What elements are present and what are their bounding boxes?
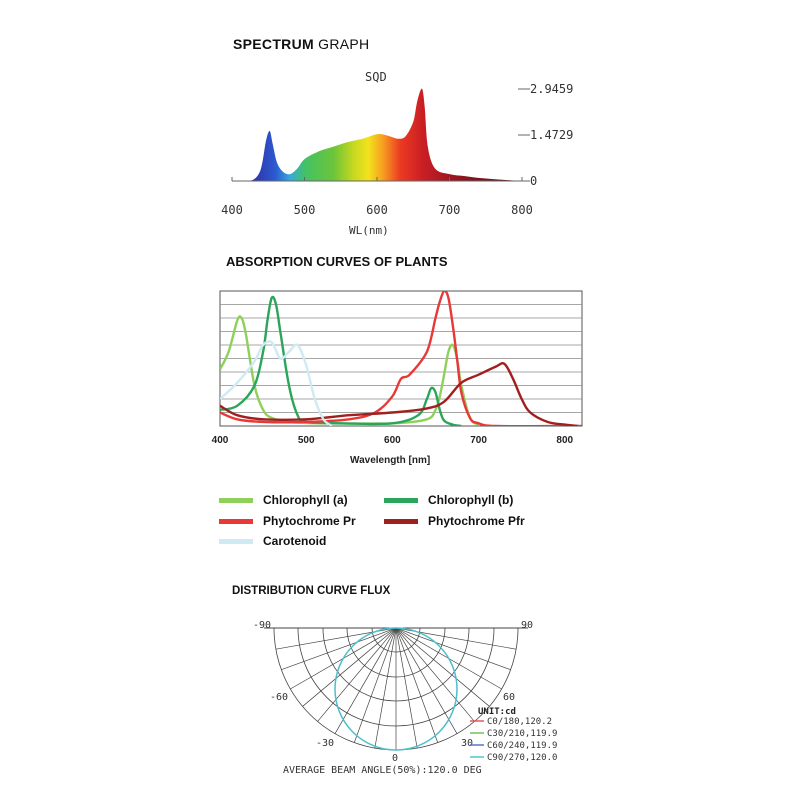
- polar-legend-label: C60/240,119.9: [487, 741, 557, 751]
- absorption-series-line: [220, 291, 582, 426]
- polar-grid-spoke: [302, 627, 397, 707]
- legend-label: Phytochrome Pfr: [428, 514, 525, 528]
- polar-grid-spoke: [395, 627, 458, 734]
- absorption-series-line: [220, 362, 578, 426]
- spectrum-title-bold: SPECTRUM: [233, 36, 314, 52]
- polar-grid-spoke: [334, 627, 397, 734]
- spectrum-x-label: WL(nm): [349, 224, 389, 237]
- polar-angle-label: 90: [521, 620, 533, 631]
- absorption-x-tick-label: 800: [556, 435, 573, 446]
- absorption-chart: 400 500 600 700 800: [212, 290, 583, 446]
- polar-grid-spoke: [353, 627, 397, 743]
- spectrum-title-light: GRAPH: [318, 36, 370, 52]
- polar-grid-spoke: [395, 627, 475, 722]
- absorption-x-label: Wavelength [nm]: [350, 455, 430, 466]
- polar-angle-label: 0: [392, 753, 398, 764]
- legend-item: Chlorophyll (a): [219, 493, 348, 507]
- polar-grid-spoke: [317, 627, 397, 722]
- legend-item: Carotenoid: [219, 534, 326, 548]
- spectrum-y-tick-label: 0: [530, 174, 537, 188]
- polar-grid-spoke: [395, 627, 418, 749]
- polar-legend-label: C0/180,120.2: [487, 717, 552, 727]
- legend-item: Phytochrome Pfr: [384, 514, 525, 528]
- legend-label: Phytochrome Pr: [263, 514, 356, 528]
- spectrum-title: SPECTRUM GRAPH: [233, 36, 369, 52]
- legend-swatch: [384, 497, 418, 503]
- absorption-x-tick-label: 600: [384, 435, 401, 446]
- beam-angle-label: AVERAGE BEAM ANGLE(50%):120.0 DEG: [283, 765, 482, 776]
- polar-legend-label: C30/210,119.9: [487, 729, 557, 739]
- spectrum-y-tick-label: 2.9459: [530, 82, 573, 96]
- spectrum-x-tick-label: 800: [511, 203, 533, 217]
- spectrum-y-tick-label: 1.4729: [530, 128, 573, 142]
- spectrum-chart: 400 500 600 700 800 2.9459 1.4729 0: [221, 82, 573, 217]
- absorption-x-tick-label: 700: [470, 435, 487, 446]
- polar-angle-label: -30: [316, 738, 334, 749]
- absorption-x-tick-label: 500: [298, 435, 315, 446]
- spectrum-x-tick-label: 500: [294, 203, 316, 217]
- polar-grid-spoke: [374, 627, 397, 749]
- spectrum-area: [242, 88, 522, 181]
- polar-grid-spoke: [281, 627, 397, 671]
- spectrum-x-tick-label: 400: [221, 203, 243, 217]
- legend-label: Carotenoid: [263, 534, 327, 548]
- polar-grid-spoke: [395, 627, 439, 743]
- polar-angle-label: 30: [461, 738, 473, 749]
- unit-label: UNIT:cd: [478, 707, 516, 717]
- polar-grid-spoke: [395, 627, 490, 707]
- absorption-x-tick-label: 400: [212, 435, 229, 446]
- spectrum-top-label: SQD: [365, 70, 387, 84]
- legend-item: Phytochrome Pr: [219, 514, 356, 528]
- absorption-series-line: [220, 340, 333, 426]
- spectrum-x-tick-label: 600: [366, 203, 388, 217]
- legend-swatch: [384, 518, 418, 524]
- polar-angle-label: -60: [270, 692, 288, 703]
- polar-angle-label: -90: [253, 620, 271, 631]
- distribution-polar-chart: -90 90 -60 60 -30 30 0 UNIT:cd C0/180,120.2 C30…: [253, 620, 557, 776]
- spectrum-x-tick-label: 700: [439, 203, 461, 217]
- legend-label: Chlorophyll (a): [263, 493, 348, 507]
- distribution-curve: [334, 627, 458, 751]
- polar-angle-label: 60: [503, 692, 515, 703]
- legend-swatch: [219, 497, 253, 503]
- polar-legend-label: C90/270,120.0: [487, 753, 557, 763]
- distribution-title: DISTRIBUTION CURVE FLUX: [232, 585, 391, 597]
- legend-swatch: [219, 538, 253, 544]
- legend-item: Chlorophyll (b): [384, 493, 513, 507]
- polar-grid-spoke: [395, 627, 511, 671]
- legend-swatch: [219, 518, 253, 524]
- absorption-title: ABSORPTION CURVES OF PLANTS: [226, 254, 448, 269]
- legend-label: Chlorophyll (b): [428, 493, 514, 507]
